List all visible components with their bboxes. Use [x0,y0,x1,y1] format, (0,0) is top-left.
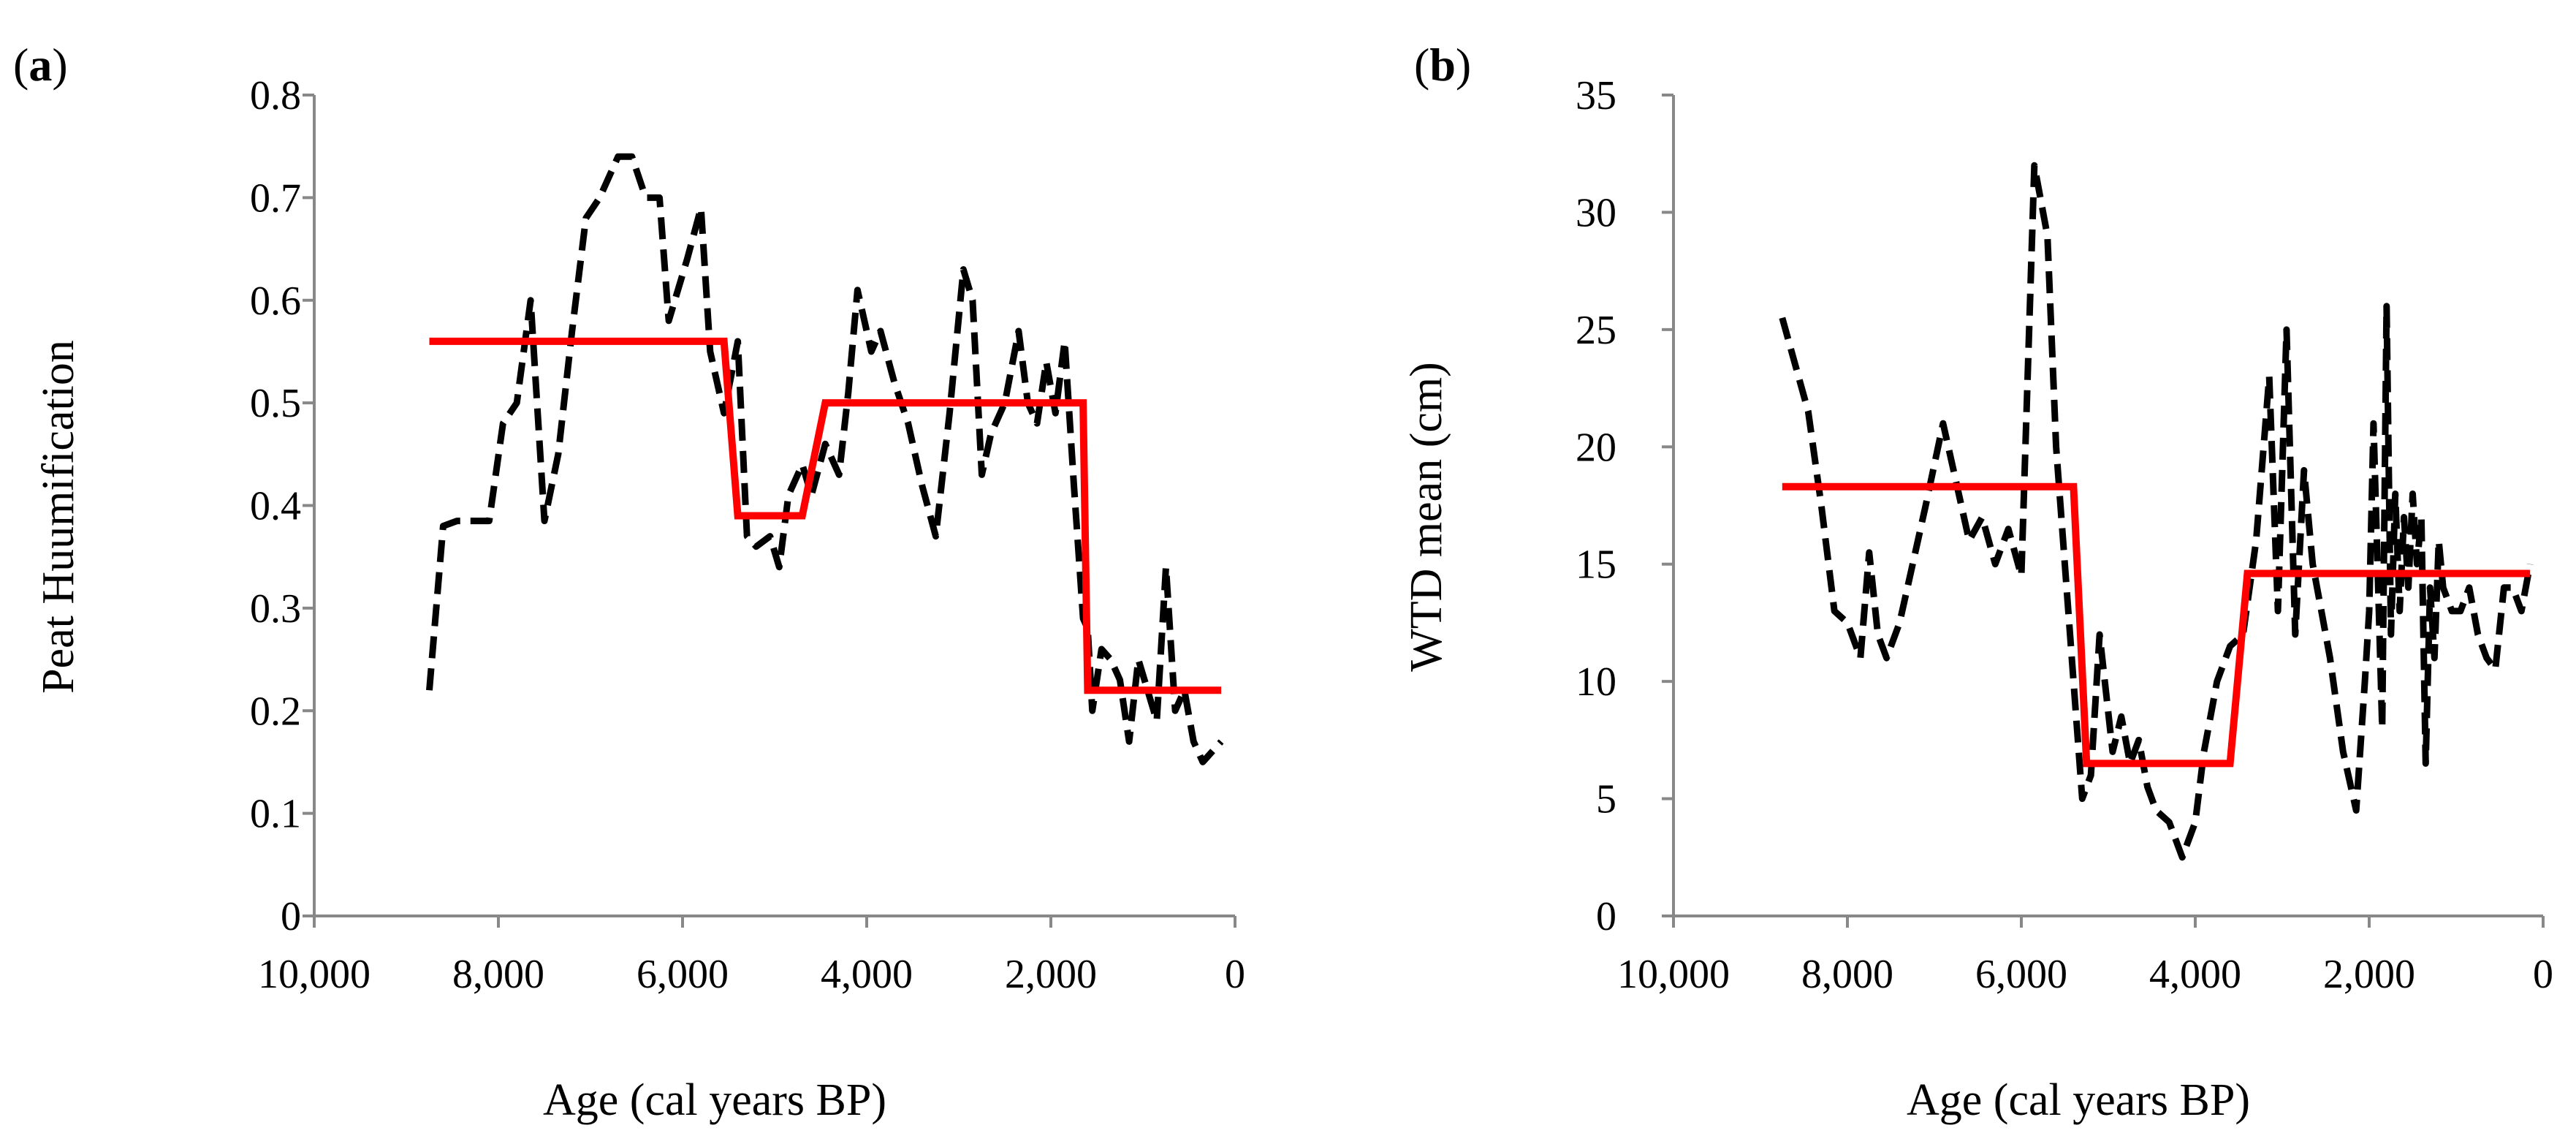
panel-label-a: (a) [13,39,68,91]
y-tick-label: 0.4 [250,484,301,529]
x-tick-label: 8,000 [1801,952,1893,997]
tick-marks-b [1662,94,2545,928]
y-tick-label: 20 [1576,425,1616,470]
y-tick-label: 0.1 [250,792,301,837]
y-tick-label: 0.8 [250,73,301,118]
x-tick-label: 0 [1225,952,1245,997]
x-tick-labels-b: 10,000 8,000 6,000 4,000 2,000 0 [1617,952,2553,997]
y-tick-label: 35 [1576,73,1616,118]
x-axis-title-a: Age (cal years BP) [543,1075,886,1125]
y-tick-label: 15 [1576,542,1616,588]
panel-b-wtd-mean: (b) 0 5 10 15 20 25 30 35 10,000 8,000 6,000 4,000… [1402,39,2553,1125]
x-tick-label: 10,000 [1617,952,1730,997]
series-line-peat-humification-record [426,153,1224,765]
y-axis-title-b: WTD mean (cm) [1402,362,1451,671]
y-tick-label: 0.6 [250,279,301,324]
y-tick-label: 0.3 [250,586,301,632]
x-tick-label: 4,000 [2149,952,2241,997]
y-tick-label: 30 [1576,190,1616,235]
y-tick-label: 0.2 [250,689,301,734]
y-tick-label: 0.7 [250,175,301,221]
y-tick-label: 0 [1596,894,1616,939]
x-tick-label: 2,000 [1005,952,1097,997]
x-tick-labels-a: 10,000 8,000 6,000 4,000 2,000 0 [258,952,1245,997]
x-tick-label: 2,000 [2323,952,2415,997]
x-axis-title-b: Age (cal years BP) [1907,1075,2250,1125]
x-tick-label: 4,000 [821,952,913,997]
x-tick-label: 6,000 [1975,952,2067,997]
y-axis-title-a: Peat Huumification [34,340,83,694]
x-tick-label: 6,000 [637,952,729,997]
y-tick-label: 5 [1596,777,1616,822]
y-tick-label: 0.5 [250,381,301,426]
series-line-zone-mean-b [1782,482,2531,768]
y-tick-label: 0 [281,894,301,939]
series-line-zone-mean-a [429,337,1222,694]
y-tick-labels-b: 0 5 10 15 20 25 30 35 [1576,73,1616,939]
y-tick-label: 10 [1576,659,1616,705]
x-tick-label: 0 [2533,952,2553,997]
x-tick-label: 8,000 [452,952,544,997]
x-tick-label: 10,000 [258,952,371,997]
panel-label-b: (b) [1414,39,1471,91]
panel-a-peat-humification: (a) 0 0.1 0.2 0.3 0.4 0.5 0.6 0.7 0.8 10,000 8,00… [13,39,1245,1125]
series-line-water-table-depth-record [1779,162,2534,861]
y-tick-labels-a: 0 0.1 0.2 0.3 0.4 0.5 0.6 0.7 0.8 [250,73,301,939]
y-tick-label: 25 [1576,308,1616,353]
tick-marks-a [303,94,1236,928]
